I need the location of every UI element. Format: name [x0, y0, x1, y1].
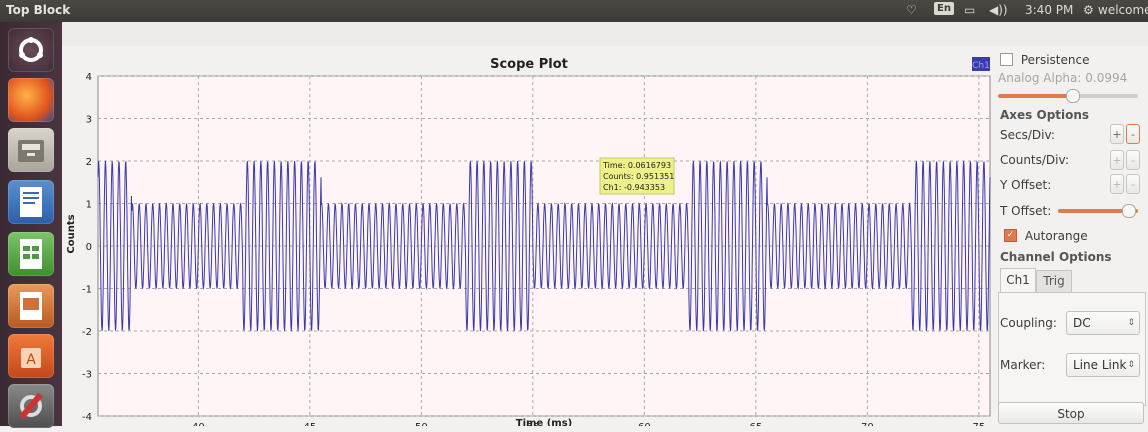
- y-tick-label: -1: [82, 285, 92, 296]
- y-tick-label: 3: [86, 115, 92, 126]
- plot-panel: 404550556065707543210-1-2-3-4 Scope Plot…: [62, 46, 996, 432]
- autorange-label: Autorange: [1024, 228, 1088, 243]
- x-tick-label: 65: [749, 422, 762, 426]
- coupling-label: Coupling:: [1000, 316, 1057, 330]
- coupling-value: DC: [1073, 316, 1091, 330]
- username-text[interactable]: welcome: [1098, 3, 1148, 17]
- x-tick-label: 60: [638, 422, 651, 426]
- analog-alpha-label: Analog Alpha: 0.0994: [998, 71, 1128, 85]
- y-tick-label: 2: [86, 157, 92, 168]
- x-tick-label: 75: [972, 422, 985, 426]
- keyboard-layout-indicator[interactable]: En: [934, 2, 954, 15]
- y-offset-label: Y Offset:: [1000, 178, 1052, 192]
- marker-value: Line Link: [1073, 358, 1127, 372]
- channel-tab-panel: [998, 292, 1146, 406]
- marker-label: Marker:: [1000, 358, 1046, 372]
- ch1-trace: [97, 160, 991, 332]
- battery-icon[interactable]: ▭: [964, 3, 976, 17]
- tooltip-time: Time: 0.0616793: [602, 161, 671, 170]
- clock-text[interactable]: 3:40 PM: [1025, 3, 1074, 17]
- legend-swatch[interactable]: [972, 57, 990, 71]
- x-tick-label: 45: [303, 422, 316, 426]
- axes-options-title: Axes Options: [1000, 108, 1090, 122]
- persistence-label: Persistence: [1020, 52, 1090, 67]
- settings-gear-icon[interactable]: ⚙: [1083, 3, 1094, 17]
- control-sidebar: Persistence Analog Alpha: 0.0994 Axes Op…: [996, 46, 1148, 426]
- y-tick-label: -3: [82, 370, 92, 381]
- secs-div-minus-button[interactable]: -: [1126, 124, 1140, 144]
- settings-icon[interactable]: [8, 384, 54, 428]
- menu-bar: [62, 22, 1148, 47]
- window-title: Top Block: [6, 3, 71, 17]
- ubuntu-dash-icon[interactable]: [8, 28, 54, 72]
- y-tick-label: -4: [82, 412, 92, 423]
- coupling-select[interactable]: DC ⇕: [1066, 311, 1140, 335]
- spinner-icon: ⇕: [1127, 360, 1135, 370]
- y-offset-minus-button[interactable]: -: [1126, 174, 1140, 194]
- y-tick-label: 0: [86, 242, 92, 253]
- launcher: A: [0, 22, 62, 428]
- firefox-icon[interactable]: [8, 78, 54, 122]
- network-icon[interactable]: ♡: [906, 3, 917, 17]
- t-offset-slider-handle[interactable]: [1122, 204, 1136, 218]
- writer-icon[interactable]: [8, 180, 54, 224]
- marker-select[interactable]: Line Link ⇕: [1066, 353, 1140, 377]
- x-tick-label: 70: [861, 422, 874, 426]
- svg-text:A: A: [26, 352, 36, 368]
- tooltip: Time: 0.0616793 Counts: 0.951351 Ch1: -0…: [599, 157, 675, 195]
- scope-plot[interactable]: 404550556065707543210-1-2-3-4 Scope Plot…: [62, 46, 996, 432]
- y-axis-label: Counts: [66, 214, 77, 253]
- secs-div-label: Secs/Div:: [1000, 128, 1055, 142]
- calc-icon[interactable]: [8, 232, 54, 276]
- persistence-checkbox[interactable]: [1000, 53, 1013, 66]
- secs-div-plus-button[interactable]: +: [1110, 124, 1124, 144]
- top-panel: Top Block ♡ En ▭ ◀)) 3:40 PM ⚙ welcome: [0, 0, 1148, 22]
- y-offset-plus-button[interactable]: +: [1110, 174, 1124, 194]
- y-tick-label: 1: [86, 200, 92, 211]
- impress-icon[interactable]: [8, 284, 54, 328]
- stop-button[interactable]: Stop: [998, 402, 1144, 424]
- t-offset-label: T Offset:: [1000, 204, 1052, 218]
- alpha-slider[interactable]: [998, 89, 1138, 103]
- persistence-row: Persistence: [1000, 52, 1089, 67]
- autorange-row: ✓ Autorange: [1004, 228, 1088, 243]
- software-center-icon[interactable]: A: [8, 334, 54, 378]
- files-icon[interactable]: [8, 128, 54, 172]
- x-tick-label: 40: [192, 422, 205, 426]
- spinner-icon: ⇕: [1127, 318, 1135, 328]
- x-tick-label: 50: [415, 422, 428, 426]
- counts-div-minus-button[interactable]: -: [1126, 150, 1140, 170]
- t-offset-slider[interactable]: [1058, 204, 1138, 218]
- tab-trig[interactable]: Trig: [1036, 270, 1072, 293]
- x-axis-label: Time (ms): [516, 418, 572, 426]
- alpha-slider-handle[interactable]: [1066, 89, 1080, 103]
- tooltip-ch1: Ch1: -0.943353: [603, 183, 665, 192]
- volume-icon[interactable]: ◀)): [989, 3, 1008, 17]
- y-tick-label: 4: [86, 72, 92, 83]
- autorange-checkbox[interactable]: ✓: [1004, 229, 1017, 242]
- counts-div-label: Counts/Div:: [1000, 153, 1069, 167]
- tooltip-counts: Counts: 0.951351: [603, 172, 674, 181]
- legend-label: Ch1: [972, 61, 990, 71]
- channel-options-title: Channel Options: [1000, 250, 1112, 264]
- tab-ch1[interactable]: Ch1: [1000, 268, 1036, 293]
- y-tick-label: -2: [82, 327, 92, 338]
- counts-div-plus-button[interactable]: +: [1110, 150, 1124, 170]
- plot-title: Scope Plot: [490, 57, 568, 72]
